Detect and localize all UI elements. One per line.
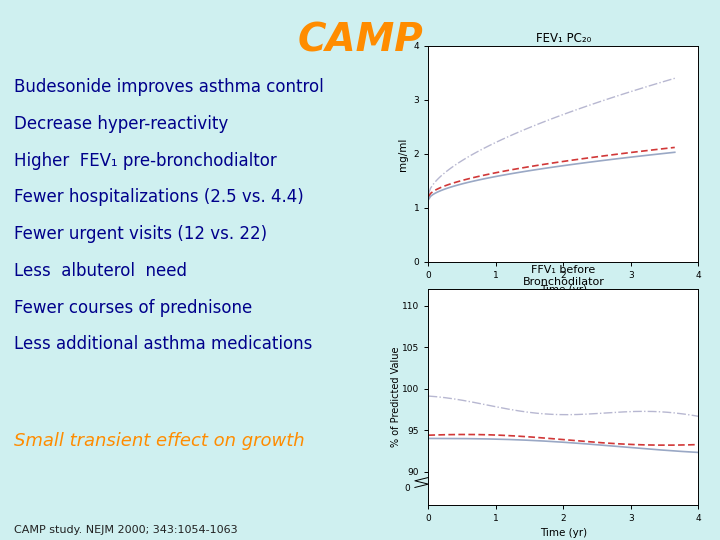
Title: FFV₁ before
Bronchodilator: FFV₁ before Bronchodilator (523, 265, 604, 287)
Y-axis label: mg/ml: mg/ml (398, 137, 408, 171)
Text: CAMP study. NEJM 2000; 343:1054-1063: CAMP study. NEJM 2000; 343:1054-1063 (14, 524, 238, 535)
Text: Less  albuterol  need: Less albuterol need (14, 262, 187, 280)
Text: Budesonide improves asthma control: Budesonide improves asthma control (14, 78, 324, 96)
Text: CAMP: CAMP (297, 22, 423, 59)
X-axis label: Time (yr): Time (yr) (540, 529, 587, 538)
Text: Decrease hyper-reactivity: Decrease hyper-reactivity (14, 115, 229, 133)
Text: Fewer courses of prednisone: Fewer courses of prednisone (14, 299, 253, 316)
Text: Less additional asthma medications: Less additional asthma medications (14, 335, 312, 353)
Text: Fewer hospitalizations (2.5 vs. 4.4): Fewer hospitalizations (2.5 vs. 4.4) (14, 188, 304, 206)
Text: Small transient effect on growth: Small transient effect on growth (14, 432, 305, 450)
Y-axis label: % of Predicted Value: % of Predicted Value (391, 347, 401, 447)
Title: FEV₁ PC₂₀: FEV₁ PC₂₀ (536, 32, 591, 45)
X-axis label: Time (yr): Time (yr) (540, 286, 587, 295)
Text: Higher  FEV₁ pre-bronchodialtor: Higher FEV₁ pre-bronchodialtor (14, 152, 277, 170)
Text: Fewer urgent visits (12 vs. 22): Fewer urgent visits (12 vs. 22) (14, 225, 268, 243)
Text: 0: 0 (404, 484, 410, 493)
